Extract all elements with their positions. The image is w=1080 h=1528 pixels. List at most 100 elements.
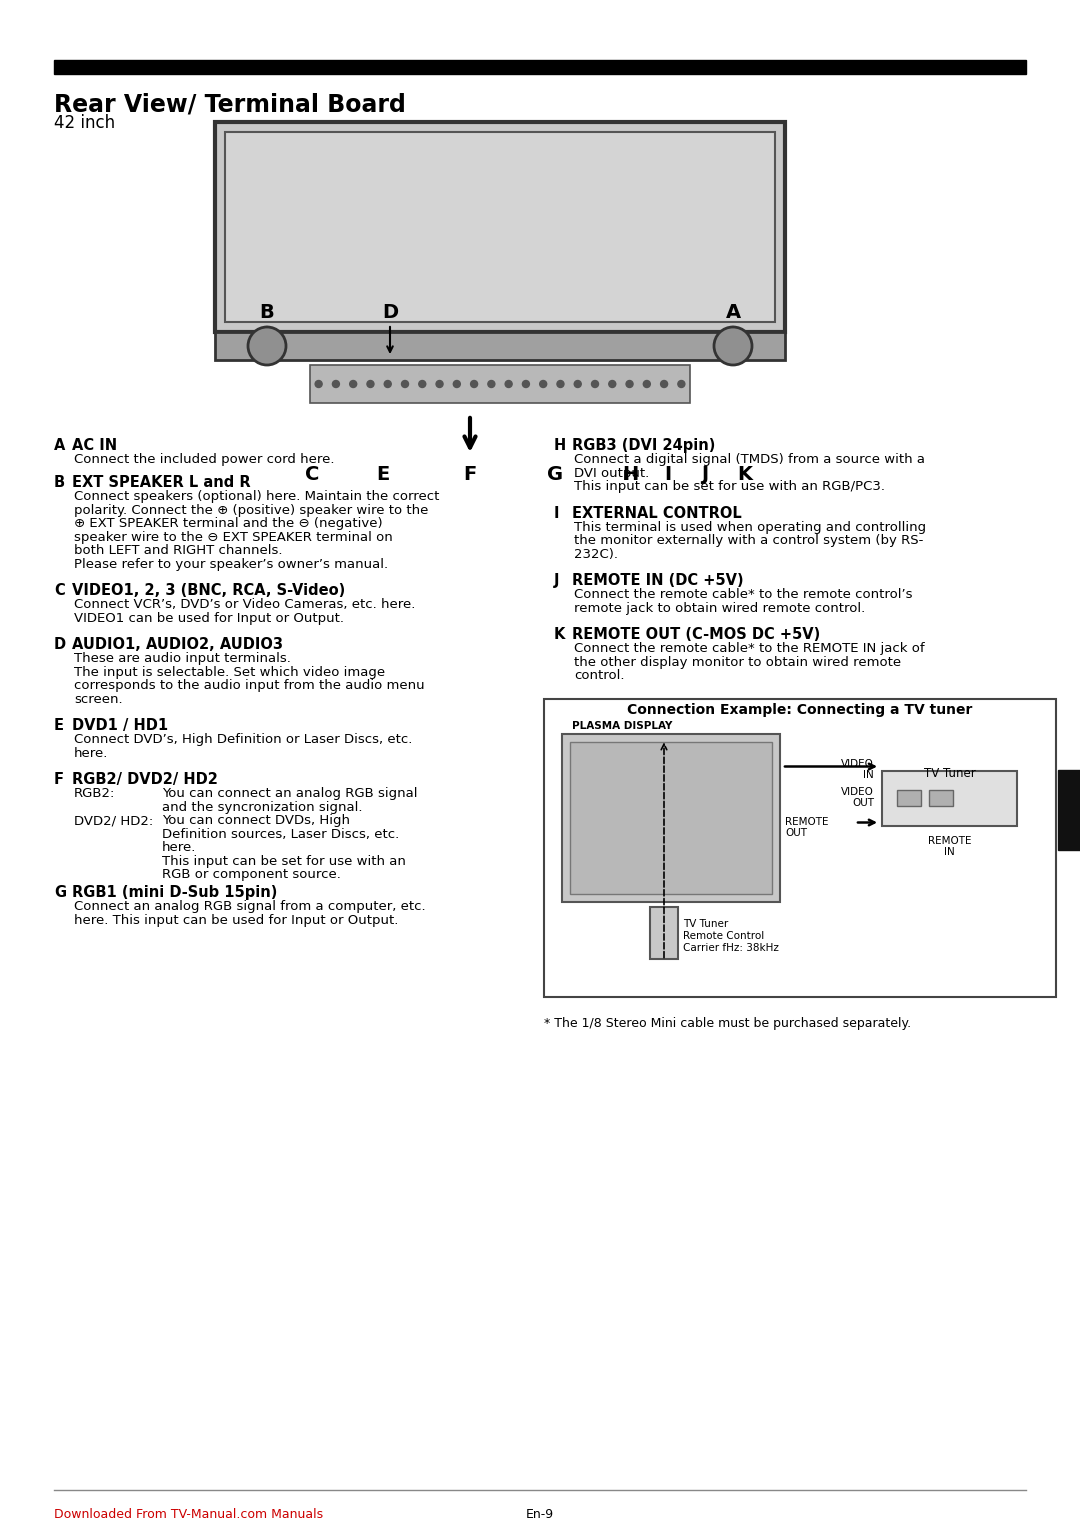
Text: B: B (54, 475, 65, 490)
Circle shape (471, 380, 477, 388)
Text: VIDEO: VIDEO (841, 787, 874, 796)
Text: This input can be set for use with an RGB/PC3.: This input can be set for use with an RG… (573, 480, 885, 494)
Text: RGB1 (mini D-Sub 15pin): RGB1 (mini D-Sub 15pin) (72, 885, 278, 900)
Text: IN: IN (944, 847, 955, 857)
Text: EXTERNAL CONTROL: EXTERNAL CONTROL (572, 506, 742, 521)
Circle shape (402, 380, 408, 388)
Bar (225, 131, 775, 322)
Text: Connect an analog RGB signal from a computer, etc.: Connect an analog RGB signal from a comp… (75, 900, 426, 914)
Text: RGB3 (DVI 24pin): RGB3 (DVI 24pin) (572, 439, 715, 452)
Text: here.: here. (162, 840, 197, 854)
Text: En-9: En-9 (526, 1508, 554, 1520)
Text: REMOTE OUT (C-MOS DC +5V): REMOTE OUT (C-MOS DC +5V) (572, 626, 820, 642)
Circle shape (661, 380, 667, 388)
Text: Rear View/ Terminal Board: Rear View/ Terminal Board (54, 92, 406, 116)
Text: REMOTE IN (DC +5V): REMOTE IN (DC +5V) (572, 573, 744, 588)
Bar (562, 733, 780, 902)
Circle shape (678, 380, 685, 388)
Circle shape (419, 380, 426, 388)
Text: REMOTE: REMOTE (928, 836, 971, 845)
Text: This terminal is used when operating and controlling: This terminal is used when operating and… (573, 521, 927, 533)
Text: H: H (554, 439, 566, 452)
Text: The input is selectable. Set which video image: The input is selectable. Set which video… (75, 666, 386, 678)
Text: RGB or component source.: RGB or component source. (162, 868, 341, 882)
Circle shape (367, 380, 374, 388)
Text: 42 inch: 42 inch (54, 115, 116, 131)
Text: TV Tuner: TV Tuner (923, 767, 975, 779)
Circle shape (505, 380, 512, 388)
Circle shape (609, 380, 616, 388)
Text: Connect speakers (optional) here. Maintain the correct: Connect speakers (optional) here. Mainta… (75, 490, 440, 503)
Bar (1058, 770, 1080, 850)
Text: ⊕ EXT SPEAKER terminal and the ⊖ (negative): ⊕ EXT SPEAKER terminal and the ⊖ (negati… (75, 516, 382, 530)
Text: I: I (664, 465, 672, 484)
Text: the monitor externally with a control system (by RS-: the monitor externally with a control sy… (573, 533, 923, 547)
Text: VIDEO1 can be used for Input or Output.: VIDEO1 can be used for Input or Output. (75, 611, 345, 625)
Circle shape (523, 380, 529, 388)
Text: TV Tuner: TV Tuner (683, 918, 728, 929)
Text: AUDIO1, AUDIO2, AUDIO3: AUDIO1, AUDIO2, AUDIO3 (72, 637, 283, 652)
Circle shape (592, 380, 598, 388)
Text: G: G (54, 885, 66, 900)
Bar (570, 741, 772, 894)
Text: screen.: screen. (75, 692, 123, 706)
Bar (215, 122, 785, 332)
Circle shape (540, 380, 546, 388)
Text: AC IN: AC IN (72, 439, 117, 452)
Bar (882, 770, 1017, 825)
Text: K: K (554, 626, 565, 642)
Text: E: E (376, 465, 390, 484)
Text: PLASMA DISPLAY: PLASMA DISPLAY (572, 721, 673, 730)
Text: A: A (54, 439, 66, 452)
Text: EXT SPEAKER L and R: EXT SPEAKER L and R (72, 475, 251, 490)
Text: the other display monitor to obtain wired remote: the other display monitor to obtain wire… (573, 656, 901, 669)
Text: OUT: OUT (785, 828, 807, 837)
Circle shape (454, 380, 460, 388)
Text: here. This input can be used for Input or Output.: here. This input can be used for Input o… (75, 914, 399, 926)
Circle shape (488, 380, 495, 388)
Text: D: D (54, 637, 66, 652)
Circle shape (644, 380, 650, 388)
Text: REMOTE: REMOTE (785, 816, 828, 827)
Circle shape (315, 380, 322, 388)
Text: VIDEO: VIDEO (841, 758, 874, 769)
Text: polarity. Connect the ⊕ (positive) speaker wire to the: polarity. Connect the ⊕ (positive) speak… (75, 504, 429, 516)
Text: F: F (54, 772, 64, 787)
Text: * The 1/8 Stereo Mini cable must be purchased separately.: * The 1/8 Stereo Mini cable must be purc… (544, 1016, 912, 1030)
Text: D: D (382, 303, 399, 322)
Text: Connect a digital signal (TMDS) from a source with a: Connect a digital signal (TMDS) from a s… (573, 452, 924, 466)
Text: Connect the included power cord here.: Connect the included power cord here. (75, 452, 335, 466)
Text: RGB2/ DVD2/ HD2: RGB2/ DVD2/ HD2 (72, 772, 218, 787)
Circle shape (248, 327, 286, 365)
Bar (54, 60, 1026, 73)
Bar (544, 698, 1056, 996)
Text: B: B (259, 303, 274, 322)
Text: remote jack to obtain wired remote control.: remote jack to obtain wired remote contr… (573, 602, 865, 614)
Text: You can connect DVDs, High: You can connect DVDs, High (162, 814, 350, 827)
Circle shape (626, 380, 633, 388)
Text: control.: control. (573, 669, 624, 681)
Text: E: E (54, 718, 64, 733)
Circle shape (333, 380, 339, 388)
Text: F: F (463, 465, 476, 484)
Text: Connect the remote cable* to the REMOTE IN jack of: Connect the remote cable* to the REMOTE … (573, 642, 924, 656)
Text: DVI output.: DVI output. (573, 466, 649, 480)
Text: K: K (738, 465, 753, 484)
Text: G: G (546, 465, 563, 484)
Text: Please refer to your speaker’s owner’s manual.: Please refer to your speaker’s owner’s m… (75, 558, 388, 570)
Text: here.: here. (75, 747, 108, 759)
Circle shape (575, 380, 581, 388)
Text: Downloaded From TV-Manual.com Manuals: Downloaded From TV-Manual.com Manuals (54, 1508, 323, 1520)
Circle shape (350, 380, 356, 388)
Bar (897, 790, 921, 805)
Text: RGB2:: RGB2: (75, 787, 116, 801)
Text: and the syncronization signal.: and the syncronization signal. (162, 801, 363, 813)
Text: IN: IN (863, 770, 874, 779)
Circle shape (557, 380, 564, 388)
Text: Connect VCR’s, DVD’s or Video Cameras, etc. here.: Connect VCR’s, DVD’s or Video Cameras, e… (75, 597, 416, 611)
Text: corresponds to the audio input from the audio menu: corresponds to the audio input from the … (75, 678, 424, 692)
Bar (929, 790, 953, 805)
Text: DVD2/ HD2:: DVD2/ HD2: (75, 814, 153, 827)
Bar (215, 332, 785, 361)
Text: J: J (554, 573, 559, 588)
